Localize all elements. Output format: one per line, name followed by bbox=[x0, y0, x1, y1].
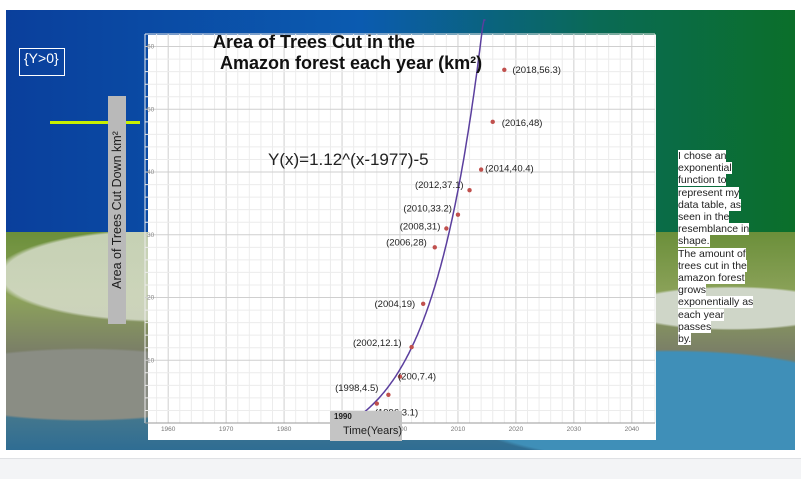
bottom-strip bbox=[0, 458, 801, 479]
y-axis-label-bar bbox=[108, 96, 126, 324]
note-line: exponentially as bbox=[678, 296, 754, 309]
x-tick-1990-highlight: 1990 bbox=[334, 412, 352, 421]
data-point bbox=[455, 212, 461, 217]
note-line: data table, as bbox=[678, 198, 742, 211]
data-label: (2004,19) bbox=[375, 299, 416, 310]
note-line: represent my bbox=[678, 186, 740, 199]
explanation-note: I chose an exponential function to represen… bbox=[678, 150, 756, 346]
note-line: amazon forest bbox=[678, 272, 745, 285]
x-tick-label: 2040 bbox=[625, 426, 640, 433]
note-line: trees cut in the bbox=[678, 259, 747, 272]
x-tick-label: 2020 bbox=[509, 426, 524, 433]
data-point bbox=[502, 67, 507, 72]
note-line: each year passes bbox=[678, 308, 725, 333]
data-label: (2016,48) bbox=[502, 118, 543, 129]
y-tick-label: 50 bbox=[147, 106, 155, 113]
exponential-curve bbox=[348, 19, 486, 424]
data-point bbox=[444, 226, 449, 231]
note-line: seen in the bbox=[678, 211, 730, 224]
data-point bbox=[420, 301, 426, 306]
note-line: The amount of bbox=[678, 247, 746, 260]
y-axis-label: Area of Trees Cut Down km² bbox=[110, 131, 124, 289]
note-line: by. bbox=[678, 333, 692, 346]
chart-title-line1: Area of Trees Cut in the bbox=[213, 32, 416, 52]
x-tick-label: 1980 bbox=[277, 426, 292, 433]
data-point bbox=[432, 245, 437, 250]
x-tick-label: 1960 bbox=[161, 426, 176, 433]
note-line: I chose an bbox=[678, 150, 727, 162]
y-tick-label: 20 bbox=[147, 295, 155, 302]
y-tick-label: 30 bbox=[147, 232, 155, 239]
x-tick-label: 2030 bbox=[567, 426, 582, 433]
note-line: function to bbox=[678, 174, 727, 187]
data-label: (2018,56.3) bbox=[512, 65, 561, 76]
data-label: (200,7.4) bbox=[398, 372, 436, 383]
data-point bbox=[409, 344, 414, 350]
data-label: (2006,28) bbox=[386, 237, 427, 248]
data-label: (2010,33.2) bbox=[403, 204, 452, 215]
data-label: (2002,12.1) bbox=[353, 338, 402, 349]
yellow-rule bbox=[50, 121, 140, 124]
x-tick-label: 1970 bbox=[219, 426, 234, 433]
x-tick-label: 2010 bbox=[451, 426, 466, 433]
data-point bbox=[386, 392, 391, 397]
data-point bbox=[374, 401, 380, 406]
data-point bbox=[478, 167, 484, 172]
data-point bbox=[467, 188, 472, 193]
x-axis-label: Time(Years) bbox=[343, 425, 403, 437]
y-tick-label: 10 bbox=[147, 357, 155, 364]
y-tick-label: 40 bbox=[147, 169, 155, 176]
data-point bbox=[397, 374, 403, 379]
note-line: exponential bbox=[678, 162, 732, 175]
data-label: (1998,4.5) bbox=[335, 383, 378, 394]
note-line: grows bbox=[678, 284, 707, 297]
condition-label: {Y>0} bbox=[24, 50, 59, 66]
note-line: resemblance in bbox=[678, 223, 750, 236]
data-label: (2014,40.4) bbox=[485, 164, 534, 175]
x-axis-label-box bbox=[330, 411, 402, 441]
data-label: (2008,31) bbox=[400, 222, 441, 233]
chart-title-line2: Amazon forest each year (km²) bbox=[220, 53, 483, 73]
y-tick-label: 60 bbox=[147, 44, 155, 51]
data-label: (2012,37.1) bbox=[415, 180, 464, 191]
note-line: shape. bbox=[678, 235, 710, 248]
data-point bbox=[490, 119, 495, 125]
equation-label: Y(x)=1.12^(x-1977)-5 bbox=[268, 150, 429, 169]
condition-box bbox=[19, 48, 65, 76]
